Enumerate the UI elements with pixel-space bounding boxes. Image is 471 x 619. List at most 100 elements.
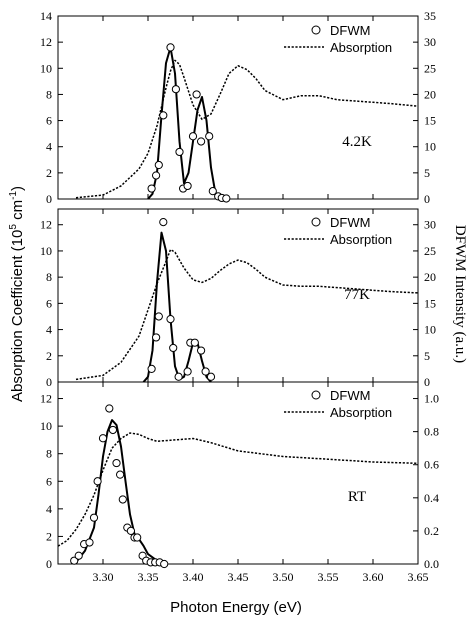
left-tick-label: 8 (46, 270, 52, 284)
dfwm-point (167, 44, 174, 51)
right-tick-label: 20 (424, 270, 436, 284)
right-tick-label: 1.0 (424, 392, 439, 406)
legend-absorption-label: Absorption (330, 40, 392, 55)
left-tick-label: 2 (46, 529, 52, 543)
temperature-label: 77K (344, 287, 370, 303)
left-tick-label: 12 (40, 218, 52, 232)
dfwm-point (109, 426, 116, 433)
dfwm-point (193, 91, 200, 98)
right-tick-label: 10 (424, 140, 436, 154)
x-tick-label: 3.40 (183, 570, 204, 584)
right-tick-label: 15 (424, 296, 436, 310)
dfwm-point (161, 560, 168, 567)
left-tick-label: 10 (40, 419, 52, 433)
dfwm-point (119, 496, 126, 503)
right-tick-label: 15 (424, 114, 436, 128)
legend: DFWM Absorption (284, 23, 392, 55)
dfwm-point (198, 138, 205, 145)
right-tick-label: 0.6 (424, 458, 439, 472)
right-tick-label: 0.2 (424, 524, 439, 538)
x-tick-label: 3.30 (93, 570, 114, 584)
dfwm-point (155, 161, 162, 168)
legend-dfwm-marker (312, 218, 320, 226)
panel-77k: 0 2 4 6 8 10 12 0 5 10 15 20 25 30 DFWM Absorption 77K (40, 209, 436, 389)
right-tick-label: 10 (424, 323, 436, 337)
x-tick-label: 3.45 (228, 570, 249, 584)
left-tick-label: 4 (46, 323, 52, 337)
right-tick-label: 25 (424, 244, 436, 258)
dfwm-point (99, 435, 106, 442)
dfwm-point (184, 368, 191, 375)
dfwm-point (134, 534, 141, 541)
right-tick-label: 0 (424, 375, 430, 389)
left-tick-label: 6 (46, 296, 52, 310)
dfwm-point (167, 315, 174, 322)
left-tick-label: 0 (46, 192, 52, 206)
left-tick-label: 2 (46, 349, 52, 363)
x-tick-label: 3.35 (138, 570, 159, 584)
dfwm-point (189, 133, 196, 140)
dfwm-point (170, 344, 177, 351)
left-axis-title: Absorption Coefficient (105 cm-1) (8, 186, 26, 402)
dfwm-point (127, 527, 134, 534)
dfwm-point (184, 182, 191, 189)
left-tick-label: 4 (46, 140, 52, 154)
dfwm-point (155, 313, 162, 320)
right-tick-label: 0 (424, 192, 430, 206)
dfwm-point (86, 539, 93, 546)
left-tick-label: 6 (46, 474, 52, 488)
left-tick-label: 0 (46, 557, 52, 571)
dfwm-point (90, 514, 97, 521)
dfwm-point (191, 339, 198, 346)
dfwm-point (117, 471, 124, 478)
panel-rt: 0 2 4 6 8 10 12 0.0 0.2 0.4 0.6 0.8 1.0 3.30 3.35 3.40 3… (40, 382, 439, 584)
legend-absorption-label: Absorption (330, 232, 392, 247)
legend: DFWM Absorption (284, 388, 392, 420)
dfwm-point (153, 334, 160, 341)
left-tick-label: 14 (40, 9, 52, 23)
legend-dfwm-label: DFWM (330, 388, 370, 403)
dfwm-point (148, 365, 155, 372)
x-tick-label: 3.60 (363, 570, 384, 584)
legend-dfwm-marker (312, 391, 320, 399)
right-axis-title: DFWM Intensity (a.u.) (452, 225, 468, 363)
legend-dfwm-label: DFWM (330, 23, 370, 38)
x-tick-label: 3.55 (318, 570, 339, 584)
left-tick-label: 8 (46, 447, 52, 461)
left-tick-label: 12 (40, 35, 52, 49)
dfwm-point (148, 185, 155, 192)
right-tick-label: 0.8 (424, 425, 439, 439)
x-tick-label: 3.65 (408, 570, 429, 584)
dfwm-point (160, 219, 167, 226)
left-tick-label: 10 (40, 244, 52, 258)
right-tick-label: 25 (424, 61, 436, 75)
right-tick-label: 30 (424, 35, 436, 49)
panels: 0246810121405101520253035DFWMAbsorption4… (40, 9, 439, 584)
dfwm-point (172, 86, 179, 93)
dfwm-point (75, 552, 82, 559)
dfwm-point (198, 347, 205, 354)
dfwm-fit-line (144, 233, 212, 382)
right-tick-label: 20 (424, 87, 436, 101)
temperature-label: RT (348, 489, 366, 505)
dfwm-point (160, 112, 167, 119)
absorption-line (76, 250, 418, 380)
left-tick-label: 8 (46, 87, 52, 101)
temperature-label: 4.2K (342, 134, 372, 150)
dfwm-point (206, 133, 213, 140)
left-tick-label: 12 (40, 392, 52, 406)
absorption-line (76, 60, 418, 197)
legend-absorption-label: Absorption (330, 405, 392, 420)
right-tick-label: 35 (424, 9, 436, 23)
left-tick-label: 2 (46, 166, 52, 180)
panel-4-2k: 0 2 4 6 8 10 12 14 0 5 10 15 20 25 30 35 DFWM Absorption 4… (40, 9, 436, 206)
dfwm-point (176, 148, 183, 155)
dfwm-point (106, 405, 113, 412)
left-tick-label: 6 (46, 114, 52, 128)
left-tick-label: 0 (46, 375, 52, 389)
legend: DFWM Absorption (284, 215, 392, 247)
dfwm-point (223, 195, 230, 202)
right-tick-label: 0.0 (424, 557, 439, 571)
x-axis-title: Photon Energy (eV) (170, 599, 302, 616)
